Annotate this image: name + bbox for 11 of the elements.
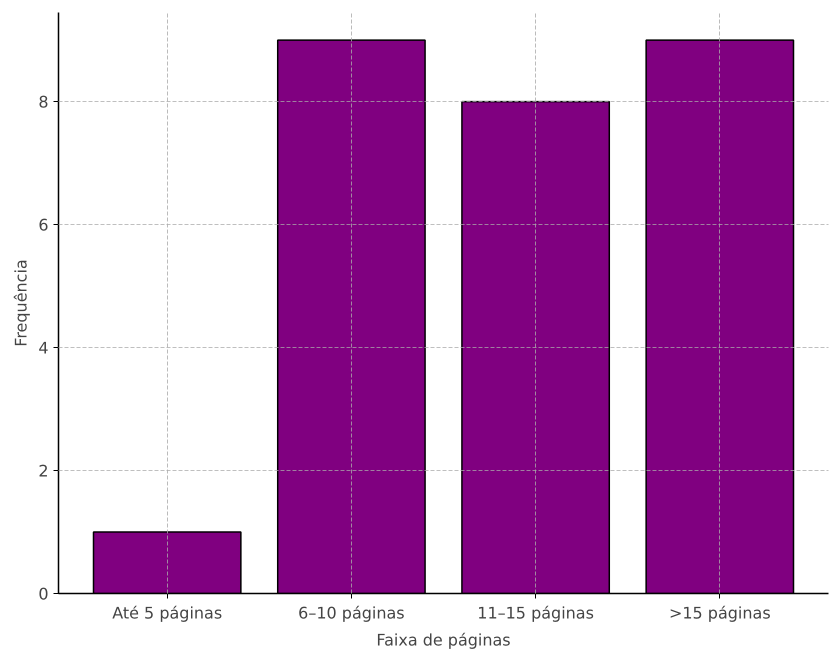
y-tick-label: 0: [38, 584, 49, 604]
x-tick-label: 11–15 páginas: [477, 604, 594, 622]
y-tick-label: 2: [38, 462, 49, 481]
x-tick-label: >15 páginas: [668, 604, 771, 622]
y-tick-label: 8: [38, 92, 49, 112]
y-tick-label: 6: [38, 216, 49, 235]
x-tick-label: Até 5 páginas: [112, 604, 222, 622]
x-axis-title: Faixa de páginas: [376, 630, 511, 650]
y-axis-title: Frequência: [11, 259, 30, 347]
x-tick-label: 6–10 páginas: [298, 604, 405, 622]
y-tick-label: 4: [38, 338, 49, 358]
